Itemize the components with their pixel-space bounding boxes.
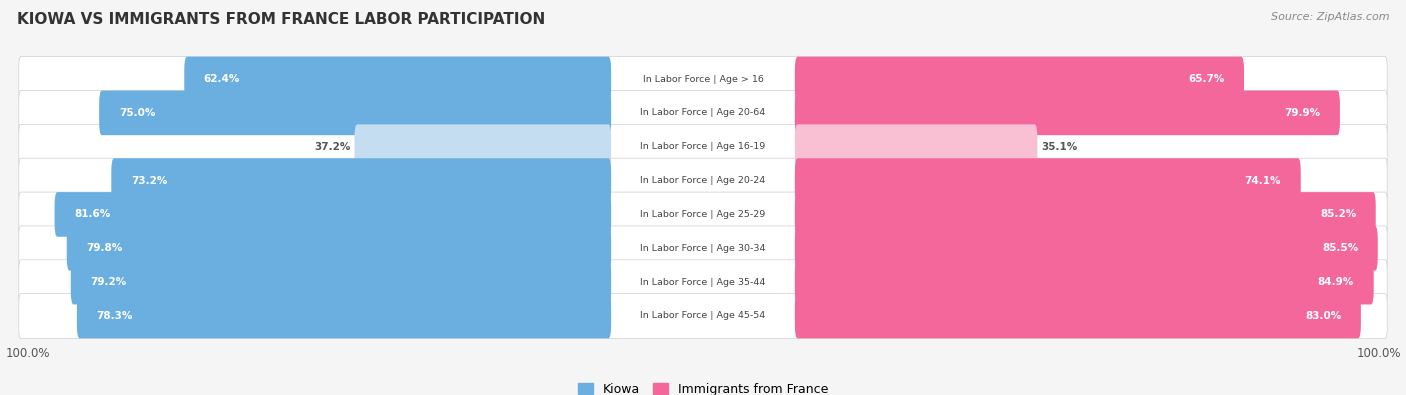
Text: KIOWA VS IMMIGRANTS FROM FRANCE LABOR PARTICIPATION: KIOWA VS IMMIGRANTS FROM FRANCE LABOR PA… xyxy=(17,12,546,27)
FancyBboxPatch shape xyxy=(794,90,1340,135)
Text: 73.2%: 73.2% xyxy=(131,175,167,186)
FancyBboxPatch shape xyxy=(794,158,1301,203)
Text: 37.2%: 37.2% xyxy=(314,142,350,152)
Text: 75.0%: 75.0% xyxy=(118,108,155,118)
FancyBboxPatch shape xyxy=(354,124,612,169)
FancyBboxPatch shape xyxy=(111,158,612,203)
Text: 85.2%: 85.2% xyxy=(1320,209,1357,220)
Text: In Labor Force | Age 25-29: In Labor Force | Age 25-29 xyxy=(640,210,766,219)
Text: In Labor Force | Age 20-64: In Labor Force | Age 20-64 xyxy=(640,108,766,117)
FancyBboxPatch shape xyxy=(794,192,1375,237)
Text: Source: ZipAtlas.com: Source: ZipAtlas.com xyxy=(1271,12,1389,22)
Text: 78.3%: 78.3% xyxy=(97,311,132,321)
FancyBboxPatch shape xyxy=(794,260,1374,305)
Text: In Labor Force | Age 16-19: In Labor Force | Age 16-19 xyxy=(640,142,766,151)
Text: 35.1%: 35.1% xyxy=(1042,142,1077,152)
FancyBboxPatch shape xyxy=(55,192,612,237)
FancyBboxPatch shape xyxy=(66,226,612,271)
Text: In Labor Force | Age 35-44: In Labor Force | Age 35-44 xyxy=(640,278,766,287)
Text: 79.9%: 79.9% xyxy=(1284,108,1320,118)
Text: 83.0%: 83.0% xyxy=(1305,311,1341,321)
FancyBboxPatch shape xyxy=(100,90,612,135)
FancyBboxPatch shape xyxy=(18,158,1388,203)
Text: 79.2%: 79.2% xyxy=(90,277,127,287)
FancyBboxPatch shape xyxy=(794,56,1244,102)
FancyBboxPatch shape xyxy=(794,226,1378,271)
FancyBboxPatch shape xyxy=(18,226,1388,271)
Text: 65.7%: 65.7% xyxy=(1188,74,1225,84)
Text: In Labor Force | Age 45-54: In Labor Force | Age 45-54 xyxy=(640,312,766,320)
FancyBboxPatch shape xyxy=(18,124,1388,169)
FancyBboxPatch shape xyxy=(794,293,1361,339)
Text: 74.1%: 74.1% xyxy=(1244,175,1281,186)
FancyBboxPatch shape xyxy=(70,260,612,305)
FancyBboxPatch shape xyxy=(18,56,1388,102)
FancyBboxPatch shape xyxy=(18,260,1388,305)
Legend: Kiowa, Immigrants from France: Kiowa, Immigrants from France xyxy=(578,383,828,395)
FancyBboxPatch shape xyxy=(184,56,612,102)
FancyBboxPatch shape xyxy=(18,90,1388,135)
FancyBboxPatch shape xyxy=(794,124,1038,169)
Text: In Labor Force | Age 30-34: In Labor Force | Age 30-34 xyxy=(640,244,766,253)
Text: 62.4%: 62.4% xyxy=(204,74,240,84)
Text: In Labor Force | Age 20-24: In Labor Force | Age 20-24 xyxy=(640,176,766,185)
FancyBboxPatch shape xyxy=(18,192,1388,237)
Text: In Labor Force | Age > 16: In Labor Force | Age > 16 xyxy=(643,75,763,83)
Text: 84.9%: 84.9% xyxy=(1317,277,1354,287)
FancyBboxPatch shape xyxy=(18,293,1388,339)
Text: 85.5%: 85.5% xyxy=(1322,243,1358,253)
Text: 79.8%: 79.8% xyxy=(86,243,122,253)
FancyBboxPatch shape xyxy=(77,293,612,339)
Text: 81.6%: 81.6% xyxy=(75,209,111,220)
